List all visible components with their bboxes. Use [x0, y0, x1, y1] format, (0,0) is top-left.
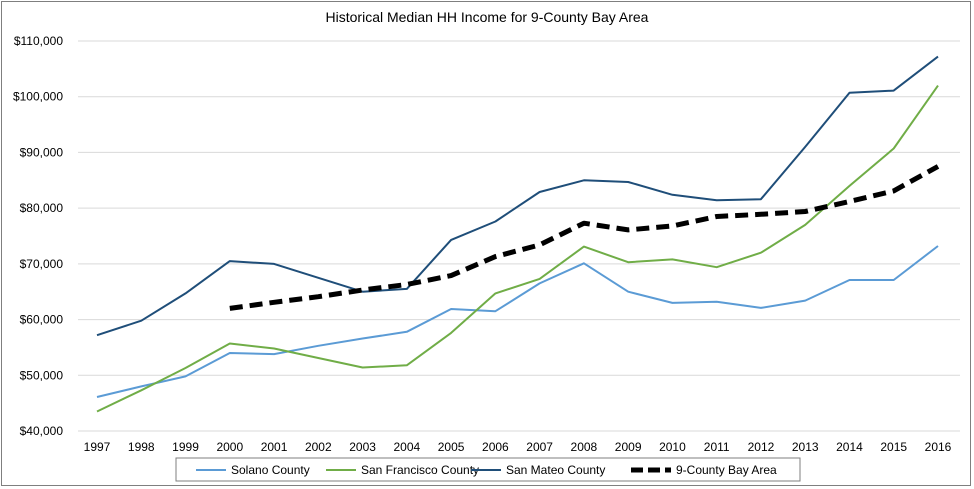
- x-tick-label: 2010: [659, 440, 686, 454]
- x-tick-label: 2007: [526, 440, 553, 454]
- series-lines: [96, 55, 940, 413]
- legend-entry-label: 9-County Bay Area: [676, 463, 777, 477]
- x-tick-label: 1999: [172, 440, 199, 454]
- x-tick-label: 2009: [615, 440, 642, 454]
- x-tick-label: 1998: [128, 440, 155, 454]
- x-tick-label: 2001: [261, 440, 288, 454]
- legend: Solano County San Francisco County San Mat…: [175, 457, 801, 482]
- x-tick-label: 2003: [349, 440, 376, 454]
- x-tick-label: 2006: [482, 440, 509, 454]
- y-tick-label: $110,000: [14, 34, 63, 48]
- x-tick-label: 2016: [925, 440, 952, 454]
- x-tick-label: 2013: [792, 440, 819, 454]
- x-tick-label: 2002: [305, 440, 332, 454]
- series-line: [229, 164, 940, 311]
- y-tick-label: $80,000: [20, 201, 64, 215]
- x-tick-label: 2015: [880, 440, 907, 454]
- series-line: [96, 245, 939, 398]
- x-tick-label: 2014: [836, 440, 863, 454]
- y-tick-label: $60,000: [20, 313, 64, 327]
- y-tick-label: $70,000: [20, 257, 64, 271]
- gridlines: [78, 40, 960, 432]
- y-tick-label: $90,000: [20, 145, 64, 159]
- x-tick-label: 2012: [748, 440, 775, 454]
- y-tick-label: $50,000: [20, 368, 64, 382]
- x-tick-label: 2011: [704, 440, 730, 454]
- x-tick-label: 2005: [438, 440, 465, 454]
- y-tick-label: $40,000: [20, 424, 64, 438]
- y-axis-tick-labels: $40,000 $50,000 $60,000 $70,000 $80,000 $90,0…: [13, 34, 63, 438]
- chart-title: Historical Median HH Income for 9-County…: [326, 9, 649, 25]
- legend-entry-label: San Mateo County: [506, 463, 605, 477]
- x-axis-tick-labels: 1997 1998 1999 2000 2001 2002 2003 2004 2005 2006…: [84, 440, 952, 454]
- y-tick-label: $100,000: [13, 90, 63, 104]
- series-line: [96, 55, 939, 337]
- x-tick-label: 2004: [393, 440, 420, 454]
- legend-entry-label: Solano County: [231, 463, 310, 477]
- series-line: [96, 85, 939, 413]
- x-tick-label: 2008: [571, 440, 598, 454]
- x-tick-label: 1997: [84, 440, 111, 454]
- legend-entry-label: San Francisco County: [361, 463, 479, 477]
- x-tick-label: 2000: [216, 440, 243, 454]
